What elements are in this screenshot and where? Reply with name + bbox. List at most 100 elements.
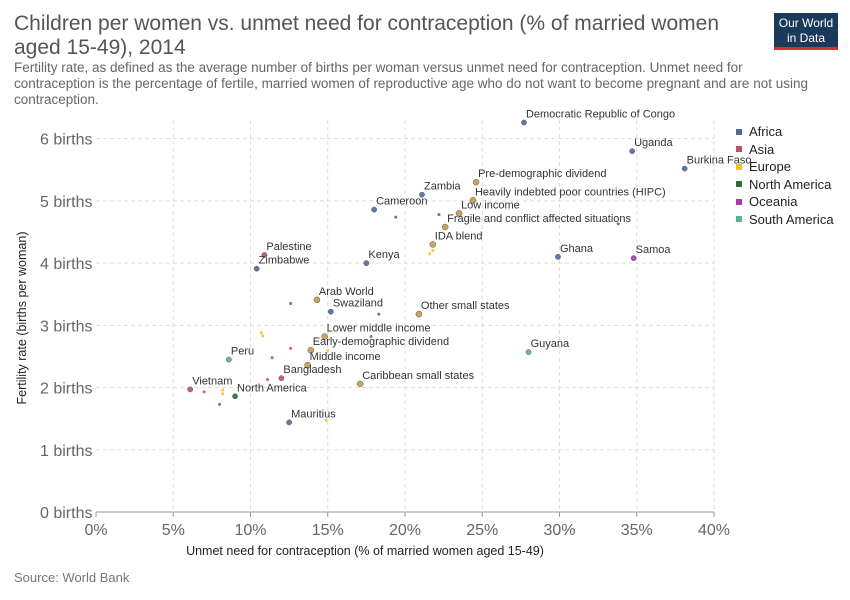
scatter-point[interactable]: [469, 197, 477, 204]
legend-item[interactable]: Asia: [736, 141, 846, 159]
scatter-point[interactable]: [289, 302, 293, 306]
scatter-point[interactable]: [202, 390, 206, 394]
scatter-point[interactable]: [681, 165, 688, 172]
legend-item[interactable]: North America: [736, 176, 846, 194]
scatter-point[interactable]: [326, 348, 330, 352]
scatter-point[interactable]: [616, 222, 620, 226]
y-tick-label: 1 births: [40, 443, 92, 460]
point-label: Ghana: [560, 243, 594, 255]
x-tick-label: 40%: [698, 522, 730, 539]
scatter-point[interactable]: [371, 206, 377, 213]
scatter-point[interactable]: [629, 148, 635, 154]
scatter-point[interactable]: [261, 252, 268, 258]
legend: Africa Asia Europe North America Oceania Sout…: [736, 123, 846, 228]
chart-subtitle: Fertility rate, as defined as the averag…: [14, 60, 808, 107]
scatter-point[interactable]: [304, 361, 311, 369]
scatter-point[interactable]: [431, 249, 435, 253]
scatter-point[interactable]: [419, 191, 425, 198]
scatter-point[interactable]: [363, 260, 370, 266]
logo-line-1: Our World: [778, 16, 834, 30]
scatter-point[interactable]: [525, 349, 532, 355]
x-tick-label: 5%: [162, 522, 185, 539]
point-label: Guyana: [531, 338, 570, 350]
logo-line-2: in Data: [786, 31, 826, 45]
scatter-point[interactable]: [278, 375, 285, 382]
grid-lines: [96, 120, 715, 512]
y-axis-label: Fertility rate (births per woman): [15, 232, 29, 405]
scatter-point[interactable]: [324, 419, 328, 423]
scatter-point[interactable]: [377, 312, 381, 316]
scatter-point[interactable]: [321, 333, 328, 340]
chart-title: Children per women vs. unmet need for co…: [14, 12, 719, 59]
point-label: Zambia: [424, 181, 462, 193]
scatter-point[interactable]: [226, 356, 232, 363]
source-note[interactable]: Source: World Bank: [14, 570, 130, 585]
x-tick-label: 10%: [234, 522, 266, 539]
point-label: Other small states: [421, 300, 510, 312]
point-label: Zimbabwe: [259, 255, 310, 267]
scatter-point[interactable]: [369, 335, 373, 339]
axes: 0 births 1 births 2 births 3 births 4 births…: [40, 132, 730, 539]
legend-label: South America: [749, 211, 834, 227]
scatter-point[interactable]: [289, 346, 293, 350]
y-tick-label: 0 births: [40, 505, 92, 522]
point-label: Swaziland: [333, 298, 383, 310]
point-label: Caribbean small states: [362, 370, 474, 382]
legend-item[interactable]: South America: [736, 211, 846, 229]
legend-label: Asia: [749, 141, 775, 157]
scatter-point[interactable]: [521, 119, 527, 126]
scatter-point[interactable]: [270, 356, 274, 360]
owid-logo[interactable]: Our World in Data: [774, 13, 838, 50]
point-label: Pre-demographic dividend: [478, 168, 606, 180]
point-label: Burkina Faso: [687, 155, 752, 167]
legend-item[interactable]: Oceania: [736, 193, 846, 211]
x-tick-label: 0%: [84, 522, 107, 539]
point-label: North America: [237, 382, 308, 394]
x-tick-label: 35%: [621, 522, 653, 539]
scatter-point[interactable]: [313, 296, 321, 304]
scatter-point[interactable]: [221, 392, 225, 396]
point-labels: Democratic Republic of Congo Uganda Burkin…: [192, 108, 751, 420]
scatter-point[interactable]: [259, 331, 263, 335]
scatter-point[interactable]: [555, 254, 561, 260]
point-label: Uganda: [634, 137, 673, 149]
point-label: Bangladesh: [283, 364, 341, 376]
scatter-point[interactable]: [261, 334, 265, 338]
scatter-point[interactable]: [455, 210, 463, 217]
scatter-point[interactable]: [428, 252, 432, 256]
x-tick-label: 15%: [312, 522, 344, 539]
scatter-point[interactable]: [187, 386, 194, 393]
point-label: Palestine: [266, 241, 311, 253]
point-label: Mauritius: [291, 408, 336, 420]
scatter-point[interactable]: [221, 388, 225, 392]
point-label: Cameroon: [376, 196, 427, 208]
legend-item[interactable]: Africa: [736, 123, 846, 141]
x-axis-label: Unmet need for contraception (% of marri…: [186, 544, 544, 558]
scatter-point[interactable]: [356, 380, 364, 388]
legend-swatch: [736, 163, 742, 170]
scatter-point[interactable]: [415, 310, 423, 318]
scatter-point[interactable]: [265, 377, 269, 381]
scatter-point[interactable]: [630, 255, 637, 261]
y-tick-label: 4 births: [40, 256, 92, 273]
point-label: Vietnam: [192, 375, 232, 387]
scatter-point[interactable]: [286, 419, 292, 426]
scatter-point[interactable]: [327, 308, 334, 315]
x-tick-label: 30%: [543, 522, 575, 539]
scatter-point[interactable]: [218, 402, 222, 406]
point-label: Middle income: [310, 351, 381, 363]
scatter-point[interactable]: [232, 393, 238, 400]
scatter-point[interactable]: [394, 215, 398, 219]
point-label: Kenya: [368, 249, 400, 261]
legend-label: Africa: [749, 124, 783, 140]
scatter-point[interactable]: [437, 213, 441, 217]
scatter-point[interactable]: [441, 223, 449, 231]
scatter-point[interactable]: [472, 178, 480, 186]
legend-item[interactable]: Europe: [736, 158, 846, 176]
legend-label: North America: [749, 176, 832, 192]
scatter-point[interactable]: [429, 241, 437, 248]
y-tick-label: 5 births: [40, 194, 92, 211]
scatter-point[interactable]: [253, 265, 260, 272]
scatter-point[interactable]: [307, 346, 315, 354]
